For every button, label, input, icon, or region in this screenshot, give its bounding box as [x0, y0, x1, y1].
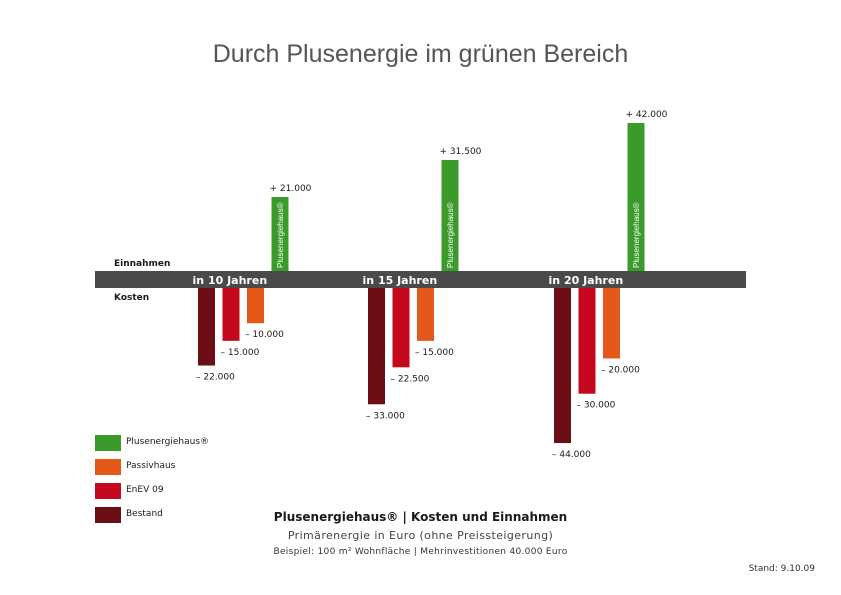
data-label: – 10.000 [245, 330, 284, 340]
data-label: – 30.000 [577, 401, 616, 411]
bar-bestand [368, 288, 385, 405]
upper-label: Einnahmen [114, 259, 170, 269]
legend-label: EnEV 09 [126, 485, 164, 495]
footer-subtitle: Primärenergie in Euro (ohne Preissteiger… [287, 529, 554, 542]
bar-plusenergiehaus [441, 160, 459, 271]
legend-swatch [95, 435, 121, 451]
bar-inner-label: Plusenergiehaus® [446, 202, 455, 268]
legend-label: Plusenergiehaus® [126, 437, 210, 447]
bar-enev-09 [222, 288, 240, 341]
category-label: in 15 Jahren [363, 274, 438, 287]
data-label: + 21.000 [270, 184, 312, 194]
chart-title: Durch Plusenergie im grünen Bereich [212, 40, 629, 68]
data-label: + 42.000 [626, 110, 668, 120]
bar-plusenergiehaus [271, 197, 289, 271]
legend-item-passivhaus: Passivhaus [95, 459, 295, 475]
data-label: – 22.500 [391, 374, 430, 384]
legend-item-plusenergiehaus: Plusenergiehaus® [95, 435, 295, 451]
data-label: – 20.000 [601, 365, 640, 375]
bar-enev-09 [578, 288, 596, 394]
axis-band [95, 271, 746, 288]
legend-label: Passivhaus [126, 461, 176, 471]
data-label: + 31.500 [440, 147, 482, 157]
data-label: – 15.000 [221, 348, 260, 358]
bar-passivhaus [417, 288, 434, 341]
lower-label: Kosten [114, 293, 149, 303]
footer-example: Beispiel: 100 m² Wohnfläche | Mehrinvest… [273, 547, 568, 557]
legend-swatch [95, 483, 121, 499]
legend-item-bestand: Bestand [95, 507, 295, 523]
bar-chart: Einnahmen Kosten in 10 Jahren – 22.000 – 15.… [95, 110, 746, 460]
bar-inner-label: Plusenergiehaus® [276, 202, 285, 268]
legend-swatch [95, 459, 121, 475]
category-label: in 10 Jahren [193, 274, 268, 287]
data-label: – 33.000 [366, 411, 405, 421]
footer-title: Plusenergiehaus® | Kosten und Einnahmen [273, 510, 568, 524]
category-label: in 20 Jahren [549, 274, 624, 287]
stand-date: Stand: 9.10.09 [748, 564, 815, 574]
data-label: – 22.000 [196, 373, 235, 383]
bar-enev-09 [392, 288, 410, 368]
bar-passivhaus [603, 288, 620, 359]
legend-swatch [95, 507, 121, 523]
data-label: – 44.000 [552, 450, 591, 460]
data-label: – 15.000 [415, 348, 454, 358]
bar-passivhaus [247, 288, 264, 324]
bar-plusenergiehaus [627, 123, 645, 271]
bar-inner-label: Plusenergiehaus® [632, 202, 641, 268]
legend-item-enev: EnEV 09 [95, 483, 295, 499]
bar-bestand [554, 288, 571, 444]
bar-bestand [198, 288, 215, 366]
legend-label: Bestand [126, 509, 163, 519]
